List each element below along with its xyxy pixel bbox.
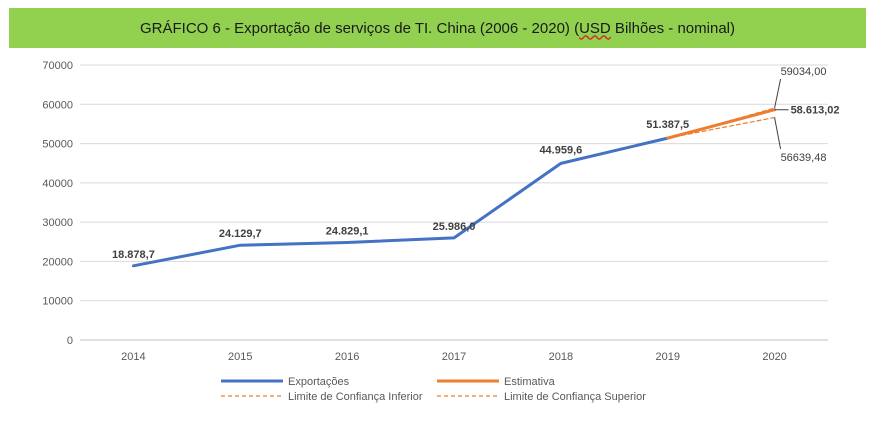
- chart-title-prefix: GRÁFICO 6 - Exportação de serviços de TI…: [140, 19, 580, 37]
- y-tick-label-70000: 70000: [42, 60, 73, 72]
- data-label-exportacoes-2017: 25.986,0: [433, 221, 476, 233]
- chart-title: GRÁFICO 6 - Exportação de serviços de TI…: [140, 20, 735, 37]
- legend-label-estimativa: Estimativa: [504, 376, 556, 388]
- legend-item-limite-de-confianca-inferior: Limite de Confiança Inferior: [221, 391, 423, 403]
- leader-line-limite-inferior: [774, 117, 782, 150]
- data-label-limite-superior-2020: 59034,00: [781, 66, 827, 78]
- y-tick-label-40000: 40000: [42, 178, 73, 190]
- legend-label-limite-de-confianca-superior: Limite de Confiança Superior: [504, 391, 646, 403]
- x-axis-ticks: 2014 2015 2016 2017 2018 2019 2020: [121, 351, 787, 363]
- series-lines: [131, 107, 777, 268]
- x-tick-label-2019: 2019: [655, 351, 679, 363]
- data-label-exportacoes-2015: 24.129,7: [219, 228, 262, 240]
- y-axis-ticks: 0 10000 20000 30000 40000 50000 60000 70000: [42, 60, 73, 347]
- x-tick-label-2015: 2015: [228, 351, 252, 363]
- grid-lines: [80, 64, 828, 302]
- legend-item-exportacoes: Exportações: [221, 376, 350, 388]
- data-label-exportacoes-2019: 51.387,5: [646, 119, 689, 131]
- data-label-exportacoes-2014: 18.878,7: [112, 249, 155, 261]
- data-label-estimativa-2020: 58.613,02: [791, 105, 840, 117]
- data-label-limite-inferior-2020: 56639,48: [781, 152, 827, 164]
- y-tick-label-20000: 20000: [42, 256, 73, 268]
- data-labels: 18.878,7 24.129,7 24.829,1 25.986,0 44.959,6…: [112, 66, 839, 261]
- data-label-exportacoes-2018: 44.959,6: [539, 144, 582, 156]
- series-line-exportacoes: [131, 136, 670, 268]
- chart-legend: Exportações Estimativa Limite de Confiança…: [221, 376, 646, 403]
- legend-label-exportacoes: Exportações: [288, 376, 350, 388]
- y-tick-label-0: 0: [67, 335, 73, 347]
- y-tick-label-50000: 50000: [42, 139, 73, 151]
- legend-item-estimativa: Estimativa: [437, 376, 556, 388]
- chart-title-usd: USD: [579, 19, 611, 37]
- legend-item-limite-de-confianca-superior: Limite de Confiança Superior: [437, 391, 646, 403]
- series-line-estimativa: [666, 108, 777, 140]
- leader-line-limite-superior: [774, 78, 782, 109]
- legend-label-limite-de-confianca-inferior: Limite de Confiança Inferior: [288, 391, 423, 403]
- chart-title-bar: GRÁFICO 6 - Exportação de serviços de TI…: [9, 8, 866, 48]
- chart-title-suffix: Bilhões - nominal): [610, 19, 735, 37]
- x-tick-label-2020: 2020: [762, 351, 786, 363]
- x-tick-label-2018: 2018: [549, 351, 573, 363]
- x-tick-label-2016: 2016: [335, 351, 359, 363]
- y-tick-label-30000: 30000: [42, 217, 73, 229]
- x-tick-label-2017: 2017: [442, 351, 466, 363]
- x-tick-label-2014: 2014: [121, 351, 145, 363]
- y-tick-label-10000: 10000: [42, 296, 73, 308]
- data-label-exportacoes-2016: 24.829,1: [326, 225, 369, 237]
- y-tick-label-60000: 60000: [42, 99, 73, 111]
